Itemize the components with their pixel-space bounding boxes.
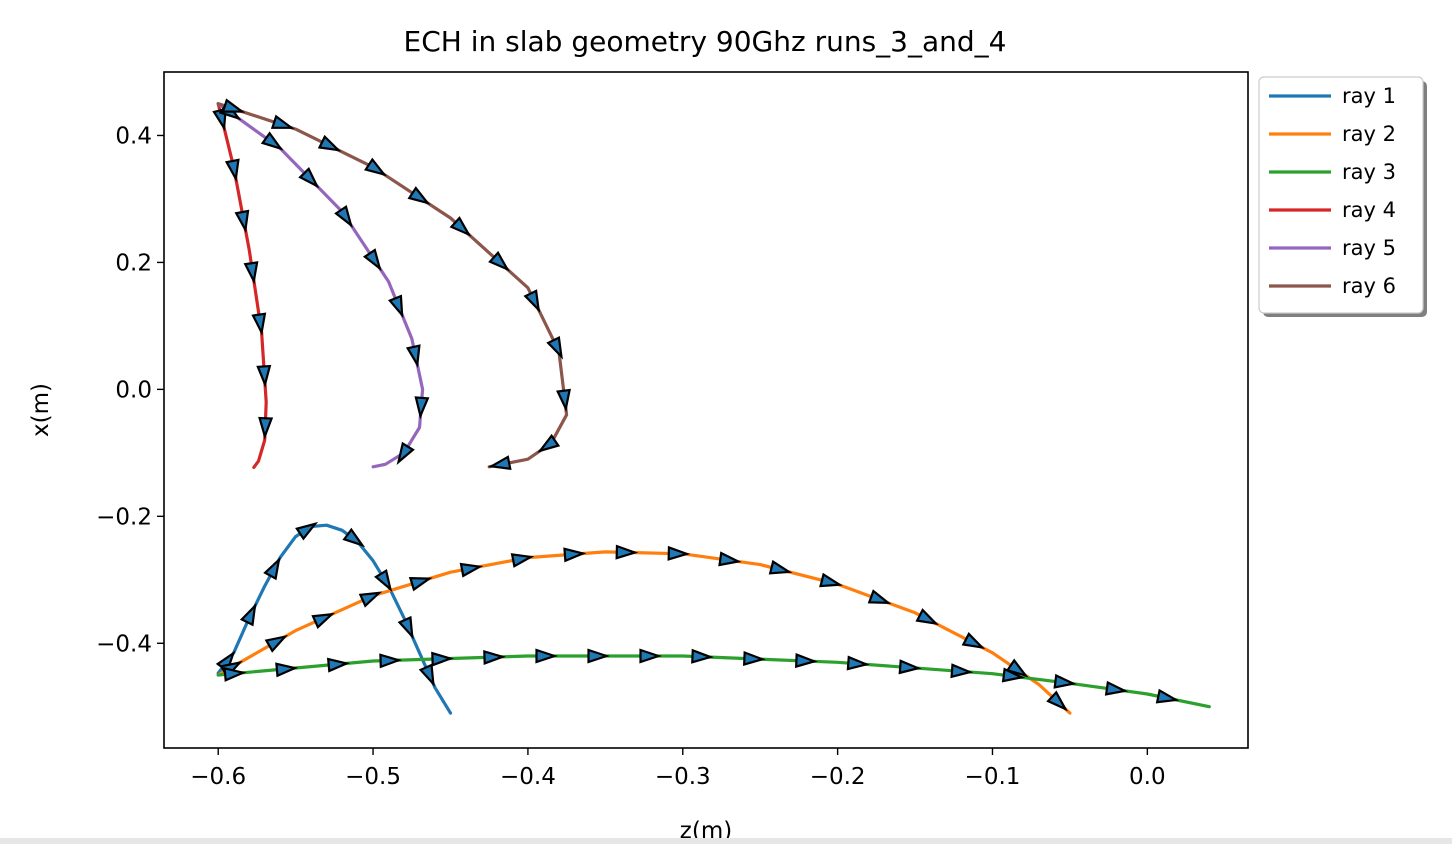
direction-arrow (867, 589, 892, 605)
direction-arrow (459, 562, 484, 578)
direction-arrow (1155, 688, 1180, 704)
legend-label-3: ray 3 (1342, 160, 1396, 184)
direction-arrow (298, 167, 320, 189)
direction-arrow (950, 663, 974, 679)
direction-arrow (1053, 673, 1077, 689)
y-axis-title: x(m) (28, 383, 54, 437)
direction-arrow (358, 591, 383, 608)
direction-arrow (221, 98, 246, 113)
direction-arrow (523, 289, 541, 313)
legend: ray 1 ray 2 ray 3 ray 4 ray 5 ray 6 (1258, 76, 1427, 317)
x-tick-label: −0.6 (190, 764, 246, 790)
direction-arrow (743, 650, 766, 666)
direction-arrow (239, 602, 257, 627)
legend-label-6: ray 6 (1342, 274, 1396, 298)
direction-arrow (387, 294, 404, 319)
direction-arrow (535, 648, 558, 664)
legend-label-1: ray 1 (1342, 84, 1396, 108)
y-tick-label: 0.0 (115, 377, 152, 403)
direction-arrow (1104, 680, 1129, 696)
direction-arrow (639, 648, 662, 664)
direction-arrow (546, 336, 563, 360)
direction-arrow (397, 615, 414, 640)
direction-arrow (374, 568, 393, 593)
direction-arrow (379, 653, 403, 669)
direction-arrow (768, 559, 793, 575)
direction-arrow (362, 248, 382, 272)
direction-arrow (263, 556, 281, 581)
direction-arrow (264, 635, 288, 653)
y-tick-label: −0.4 (96, 631, 152, 657)
direction-arrow (405, 344, 421, 368)
direction-arrow (915, 608, 939, 626)
axis-ticks: −0.6 −0.5 −0.4 −0.3 −0.2 −0.1 0.0 0.4 0.2 0.0 −0.2… (96, 123, 1165, 790)
direction-arrow (275, 662, 299, 678)
legend-label-2: ray 2 (1342, 122, 1396, 146)
direction-arrow (243, 261, 259, 285)
direction-arrow (488, 250, 510, 272)
direction-arrow (898, 659, 922, 675)
x-tick-label: −0.1 (965, 764, 1021, 790)
direction-arrow (563, 547, 587, 563)
direction-arrow (260, 131, 284, 151)
direction-arrow (224, 158, 240, 183)
direction-arrow (363, 157, 388, 177)
direction-arrow (317, 134, 342, 152)
direction-arrow (418, 663, 435, 688)
direction-arrow (258, 416, 274, 440)
direction-arrow (334, 204, 353, 228)
chart-title: ECH in slab geometry 90Ghz runs_3_and_4 (404, 25, 1007, 58)
direction-arrow (718, 551, 742, 567)
direction-arrow (326, 657, 351, 673)
direction-arrow (295, 521, 319, 541)
direction-arrow (1046, 690, 1068, 712)
direction-arrow (408, 576, 433, 592)
y-tick-label: 0.2 (115, 250, 152, 276)
direction-arrow (537, 433, 561, 453)
direction-arrow (449, 216, 472, 237)
direction-arrow (251, 312, 267, 336)
direction-arrow (342, 527, 366, 548)
direction-arrow (819, 572, 843, 588)
direction-arrow (961, 631, 986, 650)
direction-arrow (795, 653, 818, 669)
direction-arrow (270, 114, 295, 129)
direction-arrow (407, 186, 431, 205)
direction-arrow (431, 651, 454, 667)
direction-arrow (1005, 658, 1029, 678)
direction-arrow (556, 388, 571, 413)
direction-arrow (483, 649, 506, 665)
x-tick-label: −0.4 (500, 764, 556, 790)
x-tick-label: 0.0 (1129, 764, 1166, 790)
bottom-bar (0, 838, 1452, 844)
direction-arrow (587, 648, 610, 664)
direction-arrow (846, 655, 870, 671)
direction-arrow (414, 396, 430, 420)
direction-arrow (615, 544, 639, 560)
direction-arrow (487, 455, 512, 471)
direction-arrow (256, 364, 272, 388)
legend-label-4: ray 4 (1342, 198, 1396, 222)
direction-arrow (311, 612, 335, 629)
x-tick-label: −0.2 (810, 764, 866, 790)
direction-arrow (691, 648, 714, 664)
direction-arrow (510, 553, 535, 568)
direction-arrow (396, 441, 415, 465)
plot-area (163, 71, 1249, 749)
y-tick-label: −0.2 (96, 504, 152, 530)
legend-label-5: ray 5 (1342, 236, 1396, 260)
direction-arrow (1001, 667, 1026, 683)
direction-arrow (667, 545, 691, 561)
direction-arrow (223, 666, 247, 682)
x-tick-label: −0.3 (655, 764, 711, 790)
arrow-markers (212, 98, 1180, 712)
y-tick-label: 0.4 (115, 123, 152, 149)
legend-box (1258, 76, 1424, 314)
x-tick-label: −0.5 (345, 764, 401, 790)
direction-arrow (234, 209, 250, 234)
